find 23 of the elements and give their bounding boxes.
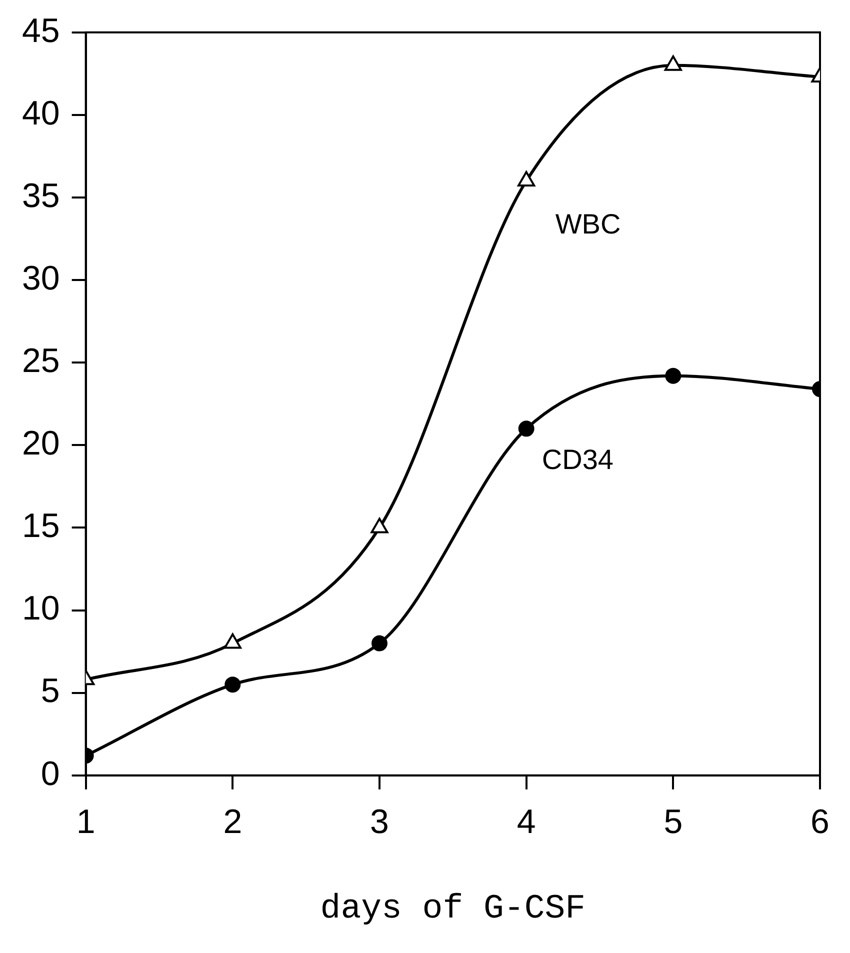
x-tick-label: 1 xyxy=(76,803,96,842)
y-tick-label: 45 xyxy=(22,12,60,50)
y-tick-label: 10 xyxy=(22,590,60,628)
x-tick-label: 5 xyxy=(664,803,683,842)
series-label: CD34 xyxy=(542,444,614,476)
x-tick-label: 2 xyxy=(223,803,242,842)
point xyxy=(518,171,536,186)
x-tick-label: 3 xyxy=(370,803,389,842)
point xyxy=(664,55,682,71)
x-tick-label: 4 xyxy=(516,803,536,842)
y-tick-label: 25 xyxy=(22,342,60,380)
x-axis-title: days of G-CSF xyxy=(320,890,586,929)
point xyxy=(371,635,388,652)
y-tick-label: 5 xyxy=(40,672,60,710)
y-tick-label: 20 xyxy=(22,424,60,463)
y-tick-label: 35 xyxy=(22,176,60,215)
y-tick-label: 40 xyxy=(22,94,60,132)
point xyxy=(518,420,534,437)
y-tick-label: 15 xyxy=(22,507,60,546)
x-tick-label: 6 xyxy=(810,803,830,842)
y-tick-label: 30 xyxy=(22,259,60,298)
y-tick-label: 0 xyxy=(40,754,60,793)
series-label: WBC xyxy=(555,208,621,240)
